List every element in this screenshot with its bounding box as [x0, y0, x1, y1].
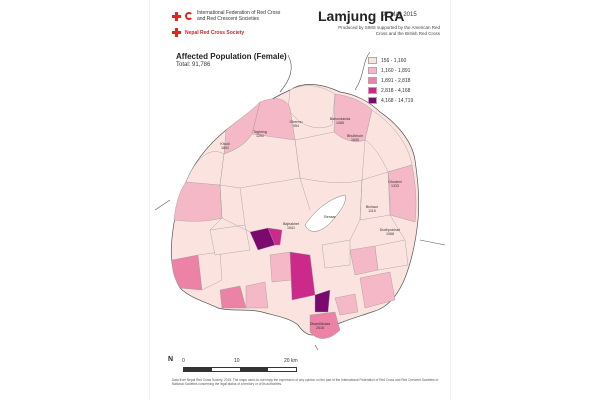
district-region: [219, 133, 301, 189]
district-label: Dudhpokhari 1068: [379, 228, 401, 236]
district-label: Taghring 1251: [253, 130, 267, 138]
nrcs-name: Nepal Red Cross Society: [185, 29, 245, 36]
district-region: [321, 239, 351, 269]
legend-label: 4,168 - 14,719: [381, 97, 414, 104]
legend: 156 - 1,160 1,160 - 1,891 1,891 - 2,818 …: [368, 56, 413, 106]
river-line: [354, 51, 371, 91]
district-region: [173, 181, 223, 222]
district-label: Bahundanda 1085: [329, 117, 351, 125]
legend-item: 156 - 1,160: [368, 56, 413, 65]
map-subtitle: Affected Population (Female): [176, 52, 287, 61]
scale-bar: [183, 367, 297, 372]
district-region: [374, 239, 409, 271]
produced-by: Produced by SIMS supported by the Americ…: [338, 25, 440, 36]
district-region: [309, 311, 341, 339]
boundary-line: [419, 239, 446, 246]
district-region: [267, 227, 283, 246]
district-region: [349, 245, 379, 276]
legend-item: 2,818 - 4,168: [368, 86, 413, 95]
organization-block: International Federation of Red Cross an…: [172, 10, 282, 43]
legend-swatch: [368, 77, 377, 84]
district-region: [387, 164, 417, 223]
district-region: [359, 271, 396, 309]
district-label: Bichaur 1119: [365, 205, 379, 213]
ifrc-name: International Federation of Red Cross an…: [197, 10, 281, 22]
scale-label: 0: [182, 358, 185, 364]
map-date: 07 May 2015: [382, 12, 417, 18]
district-label: Bhulbhule 1630: [347, 134, 363, 142]
district-region: [171, 254, 203, 291]
river-line: [314, 344, 319, 350]
district-region: [197, 251, 223, 291]
district-region: [314, 289, 331, 313]
district-map: [154, 51, 446, 350]
district-region: [287, 85, 336, 129]
legend-swatch: [368, 67, 377, 74]
district-region: [269, 251, 293, 283]
district-region: [209, 224, 251, 256]
district-label: Bajhakhet 1541: [283, 222, 299, 230]
district-label: Khudi 1891: [220, 142, 230, 150]
legend-swatch: [368, 97, 377, 104]
red-crescent-icon: [185, 12, 193, 20]
map-total: Total: 91,786: [176, 62, 211, 68]
red-cross-icon: [172, 11, 181, 21]
legend-swatch: [368, 87, 377, 94]
legend-label: 156 - 1,160: [381, 57, 407, 64]
legend-label: 1,160 - 1,891: [381, 67, 411, 74]
district-label: Ghermu 954: [289, 120, 303, 128]
scale-label: 20 km: [284, 358, 298, 364]
lake: [304, 194, 346, 232]
boundary-line: [154, 199, 171, 211]
district-region: [334, 293, 359, 316]
river-line: [279, 54, 292, 93]
map-main-title: Lamjung IRA: [318, 8, 405, 24]
boundary-line: [209, 177, 406, 241]
map-disclaimer: Data from Nepal Red Cross Society, 2015.…: [172, 378, 439, 386]
legend-swatch: [368, 57, 377, 64]
scale-label: 10: [234, 358, 240, 364]
legend-item: 4,168 - 14,719: [368, 96, 413, 105]
lake-label: Bensar: [324, 215, 336, 219]
district-region: [294, 131, 366, 183]
legend-item: 1,160 - 1,891: [368, 66, 413, 75]
ifrc-logo-row: International Federation of Red Cross an…: [172, 10, 282, 22]
legend-item: 1,891 - 2,818: [368, 76, 413, 85]
nrcs-cross-icon: [172, 28, 181, 37]
north-arrow-icon: N: [168, 356, 174, 363]
legend-label: 2,818 - 4,168: [381, 87, 411, 94]
nrcs-logo-row: Nepal Red Cross Society: [172, 28, 282, 37]
district-label: Dhodeni 1333: [388, 180, 402, 188]
district-label: Dhamilikuwa 2516: [309, 322, 331, 330]
district-region: [245, 281, 269, 309]
legend-label: 1,891 - 2,818: [381, 77, 411, 84]
